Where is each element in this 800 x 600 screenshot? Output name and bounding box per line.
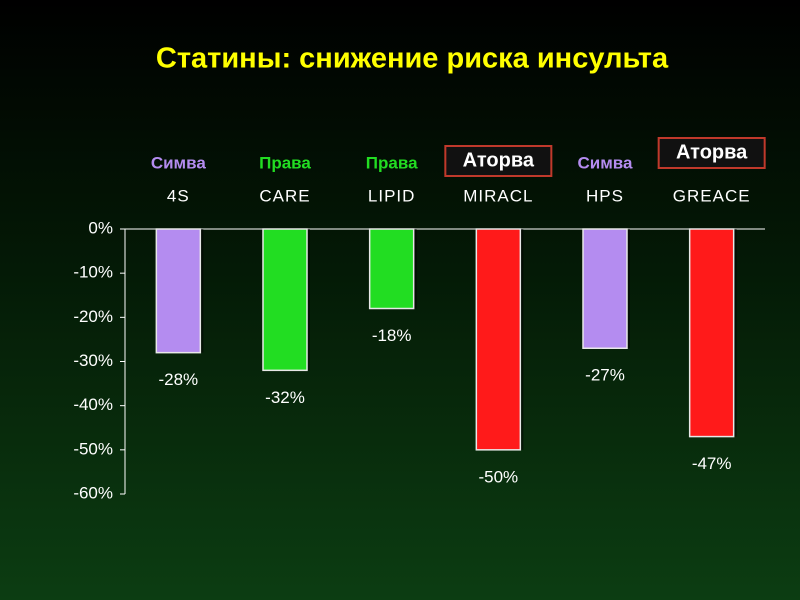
bar (475, 228, 522, 451)
drug-label: Аторва (463, 149, 535, 171)
bar (582, 228, 628, 349)
x-tick-label: HPS (586, 186, 624, 205)
y-tick-label: 0% (88, 218, 113, 237)
drug-label: Симва (151, 153, 207, 172)
y-tick-label: -10% (73, 263, 113, 282)
bar (262, 228, 308, 372)
annotation-box (657, 137, 766, 169)
y-tick-label: -60% (73, 483, 113, 502)
bar (368, 228, 415, 310)
y-tick-label: -40% (73, 395, 113, 414)
x-tick-label: MIRACL (463, 186, 533, 205)
x-tick-label: GREACE (673, 186, 751, 205)
annotation-box (444, 145, 553, 177)
bar (688, 228, 735, 438)
drug-label: Права (259, 153, 311, 172)
value-label: -47% (692, 454, 732, 473)
drug-label: Симва (578, 153, 634, 172)
value-label: -27% (585, 366, 625, 385)
value-label: -18% (372, 326, 412, 345)
x-tick-label: 4S (167, 186, 190, 205)
value-label: -50% (478, 467, 518, 486)
chart-title: Статины: снижение риска инсульта (156, 43, 669, 75)
bar (155, 228, 202, 354)
y-tick-label: -50% (73, 439, 113, 458)
value-label: -32% (265, 388, 305, 407)
y-tick-label: -30% (73, 351, 113, 370)
x-tick-label: CARE (259, 186, 310, 205)
y-tick-label: -20% (73, 307, 113, 326)
value-label: -28% (158, 370, 198, 389)
drug-label: Права (366, 153, 418, 172)
drug-label: Аторва (676, 141, 748, 163)
x-tick-label: LIPID (368, 186, 416, 205)
